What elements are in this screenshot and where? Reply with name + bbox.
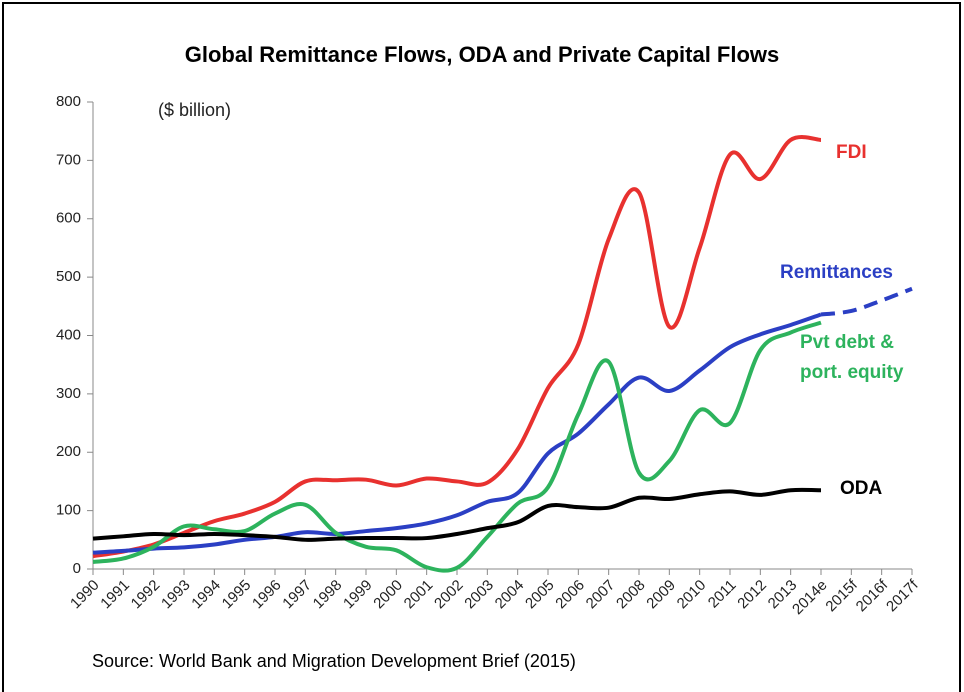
x-tick-label: 1999 (340, 577, 376, 613)
x-tick-label: 1997 (279, 577, 315, 613)
series-label: ODA (840, 478, 883, 499)
y-tick-label: 200 (56, 443, 81, 460)
x-tick-label: 1993 (158, 577, 194, 613)
y-tick-label: 600 (56, 210, 81, 227)
y-tick-label: 0 (73, 560, 81, 577)
subtitle: ($ billion) (158, 100, 231, 120)
series-label: Pvt debt & port. equity (800, 332, 904, 383)
x-tick-label: 2012 (734, 577, 770, 613)
y-tick-label: 700 (56, 151, 81, 168)
source: Source: World Bank and Migration Develop… (92, 651, 576, 671)
y-tick-label: 300 (56, 385, 81, 402)
x-tick-label: 2011 (705, 577, 740, 612)
series-line (92, 320, 822, 573)
series-line (92, 312, 822, 555)
x-tick-label: 2003 (461, 577, 497, 613)
x-tick-label: 2010 (674, 577, 710, 613)
series-label: FDI (836, 142, 867, 163)
series-line (92, 135, 822, 559)
x-tick-label: 2008 (613, 577, 649, 613)
x-tick-label: 2000 (370, 577, 406, 613)
x-tick-label: 1991 (97, 577, 133, 613)
x-tick-label: 1994 (188, 577, 224, 613)
x-tick-label: 2014e (789, 577, 831, 619)
series-line (92, 487, 822, 542)
x-tick-label: 2002 (431, 577, 467, 613)
x-tick-label: 1996 (249, 577, 285, 613)
x-tick-label: 2006 (552, 577, 588, 613)
y-tick-label: 500 (56, 268, 81, 285)
x-tick-label: 2007 (583, 577, 619, 613)
x-tick-label: 1998 (310, 577, 346, 613)
x-tick-label: 2005 (522, 577, 558, 613)
series-line (820, 286, 913, 317)
x-tick-label: 2004 (492, 577, 528, 613)
x-tick-label: 2017f (883, 576, 922, 615)
x-tick-label: 2009 (643, 577, 679, 613)
x-tick-label: 2016f (853, 576, 892, 615)
x-tick-label: 2001 (401, 577, 437, 613)
x-tick-label: 1992 (128, 577, 164, 613)
y-tick-label: 100 (56, 502, 81, 519)
x-tick-label: 1990 (67, 577, 103, 613)
x-tick-label: 2015f (822, 576, 861, 615)
series-label: Remittances (780, 262, 893, 283)
y-tick-label: 400 (56, 326, 81, 343)
chart-title: Global Remittance Flows, ODA and Private… (185, 42, 780, 67)
y-tick-label: 800 (56, 93, 81, 110)
x-tick-label: 1995 (219, 577, 255, 613)
